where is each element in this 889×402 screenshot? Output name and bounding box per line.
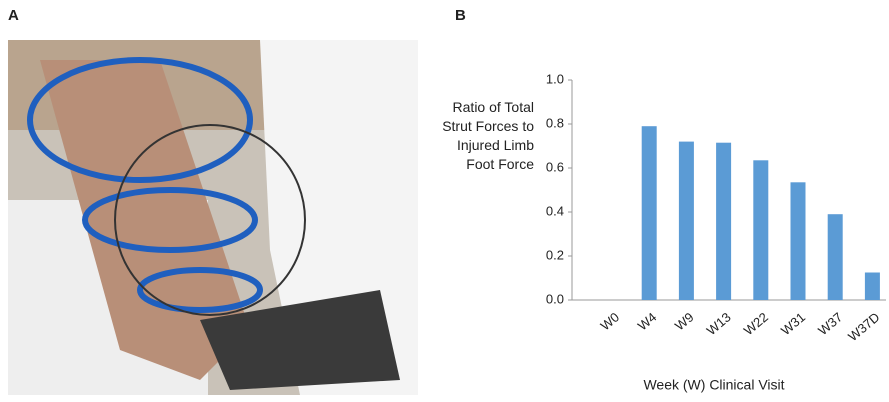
photo (8, 40, 418, 395)
y-tick-label: 1.0 (546, 71, 564, 86)
y-axis-title: Ratio of Total Strut Forces to Injured L… (440, 98, 534, 174)
panel-label: B (455, 7, 466, 24)
y-tick-label: 0.8 (546, 115, 564, 130)
y-tick-label: 0.0 (546, 291, 564, 306)
x-tick-label: W13 (704, 309, 734, 338)
x-tick-label: W9 (672, 309, 697, 333)
bar (828, 214, 843, 300)
y-tick-label: 0.6 (546, 159, 564, 174)
x-axis-title: Week (W) Clinical Visit (643, 377, 784, 393)
x-tick-label: W22 (741, 309, 771, 338)
bar (791, 182, 806, 300)
bar (865, 273, 880, 301)
x-tick-label: W31 (778, 309, 808, 338)
figure: A B Week (W) Clinical Visit 0.0 0.2 0.4 0.6… (0, 0, 889, 402)
x-tick-label: W0 (598, 309, 623, 333)
bar (716, 143, 731, 300)
y-tick-label: 0.4 (546, 203, 564, 218)
x-tick-label: W37 (815, 309, 845, 338)
y-tick-label: 0.2 (546, 247, 564, 262)
x-tick-label: W37D (845, 309, 882, 344)
bar (642, 126, 657, 300)
x-tick-label: W4 (635, 309, 660, 333)
bar (679, 142, 694, 300)
panel-label: A (8, 7, 19, 24)
bar (753, 160, 768, 300)
chart: A B Week (W) Clinical Visit 0.0 0.2 0.4 0.6… (0, 0, 889, 402)
